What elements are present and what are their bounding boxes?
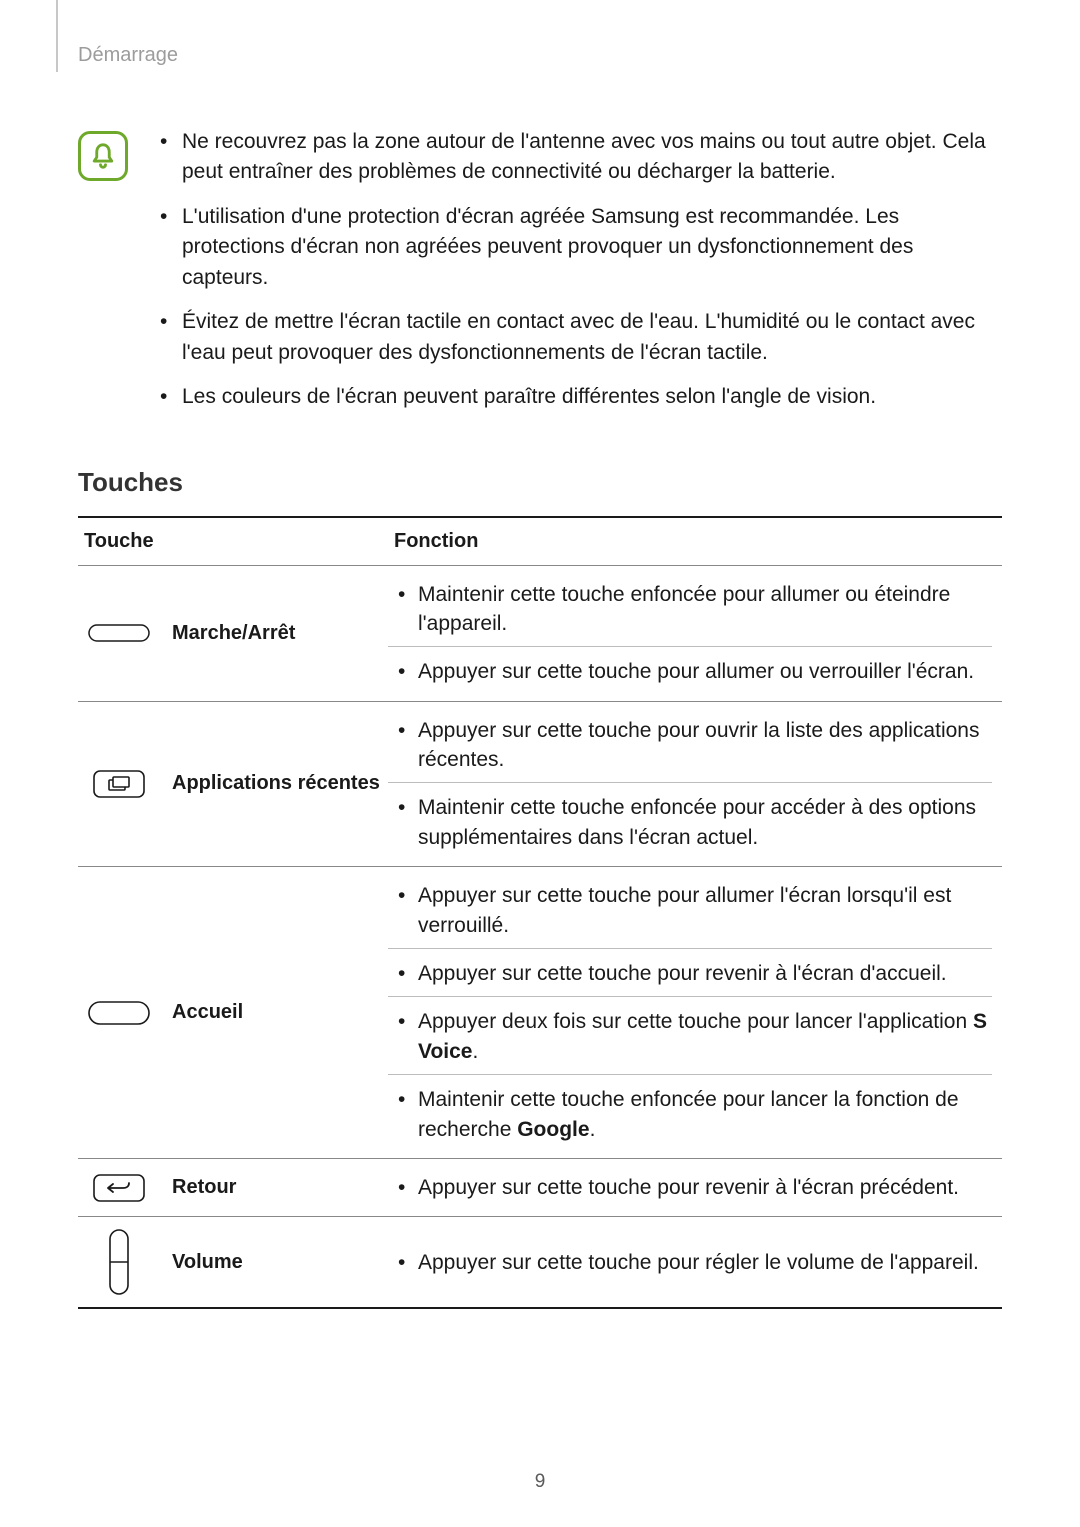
fn-list: Maintenir cette touche enfoncée pour all… [388,566,1002,701]
fn-item: Appuyer deux fois sur cette touche pour … [388,996,992,1072]
fn-item: Appuyer sur cette touche pour revenir à … [388,948,992,994]
header-divider [56,0,58,72]
note-item: Ne recouvrez pas la zone autour de l'ant… [156,127,1002,188]
table-row: Marche/Arrêt Maintenir cette touche enfo… [78,565,1002,701]
fn-list: Appuyer sur cette touche pour allumer l'… [388,867,1002,1158]
home-button-icon [84,998,154,1028]
fn-list: Appuyer sur cette touche pour ouvrir la … [388,702,1002,867]
fn-item: Maintenir cette touche enfoncée pour acc… [388,782,992,858]
back-button-icon [84,1171,154,1205]
note-item: Les couleurs de l'écran peuvent paraître… [156,382,1002,412]
fn-item: Maintenir cette touche enfoncée pour lan… [388,1074,992,1150]
fn-item: Appuyer sur cette touche pour ouvrir la … [388,710,992,781]
fn-list: Appuyer sur cette touche pour régler le … [388,1234,1002,1291]
table-row: Applications récentes Appuyer sur cette … [78,701,1002,867]
note-item: Évitez de mettre l'écran tactile en cont… [156,307,1002,368]
page-number: 9 [0,1471,1080,1493]
row-label: Accueil [172,1000,243,1025]
fn-item: Appuyer sur cette touche pour allumer ou… [388,646,992,692]
buttons-table: Touche Fonction Marche/Arrêt [78,516,1002,1310]
th-touche: Touche [78,517,388,566]
recents-button-icon [84,767,154,801]
row-label: Marche/Arrêt [172,621,295,646]
table-row: Retour Appuyer sur cette touche pour rev… [78,1158,1002,1216]
row-label: Volume [172,1250,243,1275]
fn-item: Maintenir cette touche enfoncée pour all… [388,574,992,645]
fn-item: Appuyer sur cette touche pour régler le … [388,1242,992,1283]
row-label: Applications récentes [172,771,380,796]
table-row: Volume Appuyer sur cette touche pour rég… [78,1217,1002,1309]
fn-item: Appuyer sur cette touche pour allumer l'… [388,875,992,946]
section-title: Touches [78,467,1002,498]
volume-button-icon [84,1227,154,1297]
note-block: Ne recouvrez pas la zone autour de l'ant… [78,127,1002,427]
power-button-icon [84,618,154,648]
row-label: Retour [172,1175,236,1200]
note-list: Ne recouvrez pas la zone autour de l'ant… [156,127,1002,427]
fn-list: Appuyer sur cette touche pour revenir à … [388,1159,1002,1216]
th-fonction: Fonction [388,517,1002,566]
chapter-title: Démarrage [78,40,1002,67]
note-item: L'utilisation d'une protection d'écran a… [156,202,1002,293]
table-row: Accueil Appuyer sur cette touche pour al… [78,867,1002,1159]
bell-note-icon [78,131,128,181]
fn-item: Appuyer sur cette touche pour revenir à … [388,1167,992,1208]
